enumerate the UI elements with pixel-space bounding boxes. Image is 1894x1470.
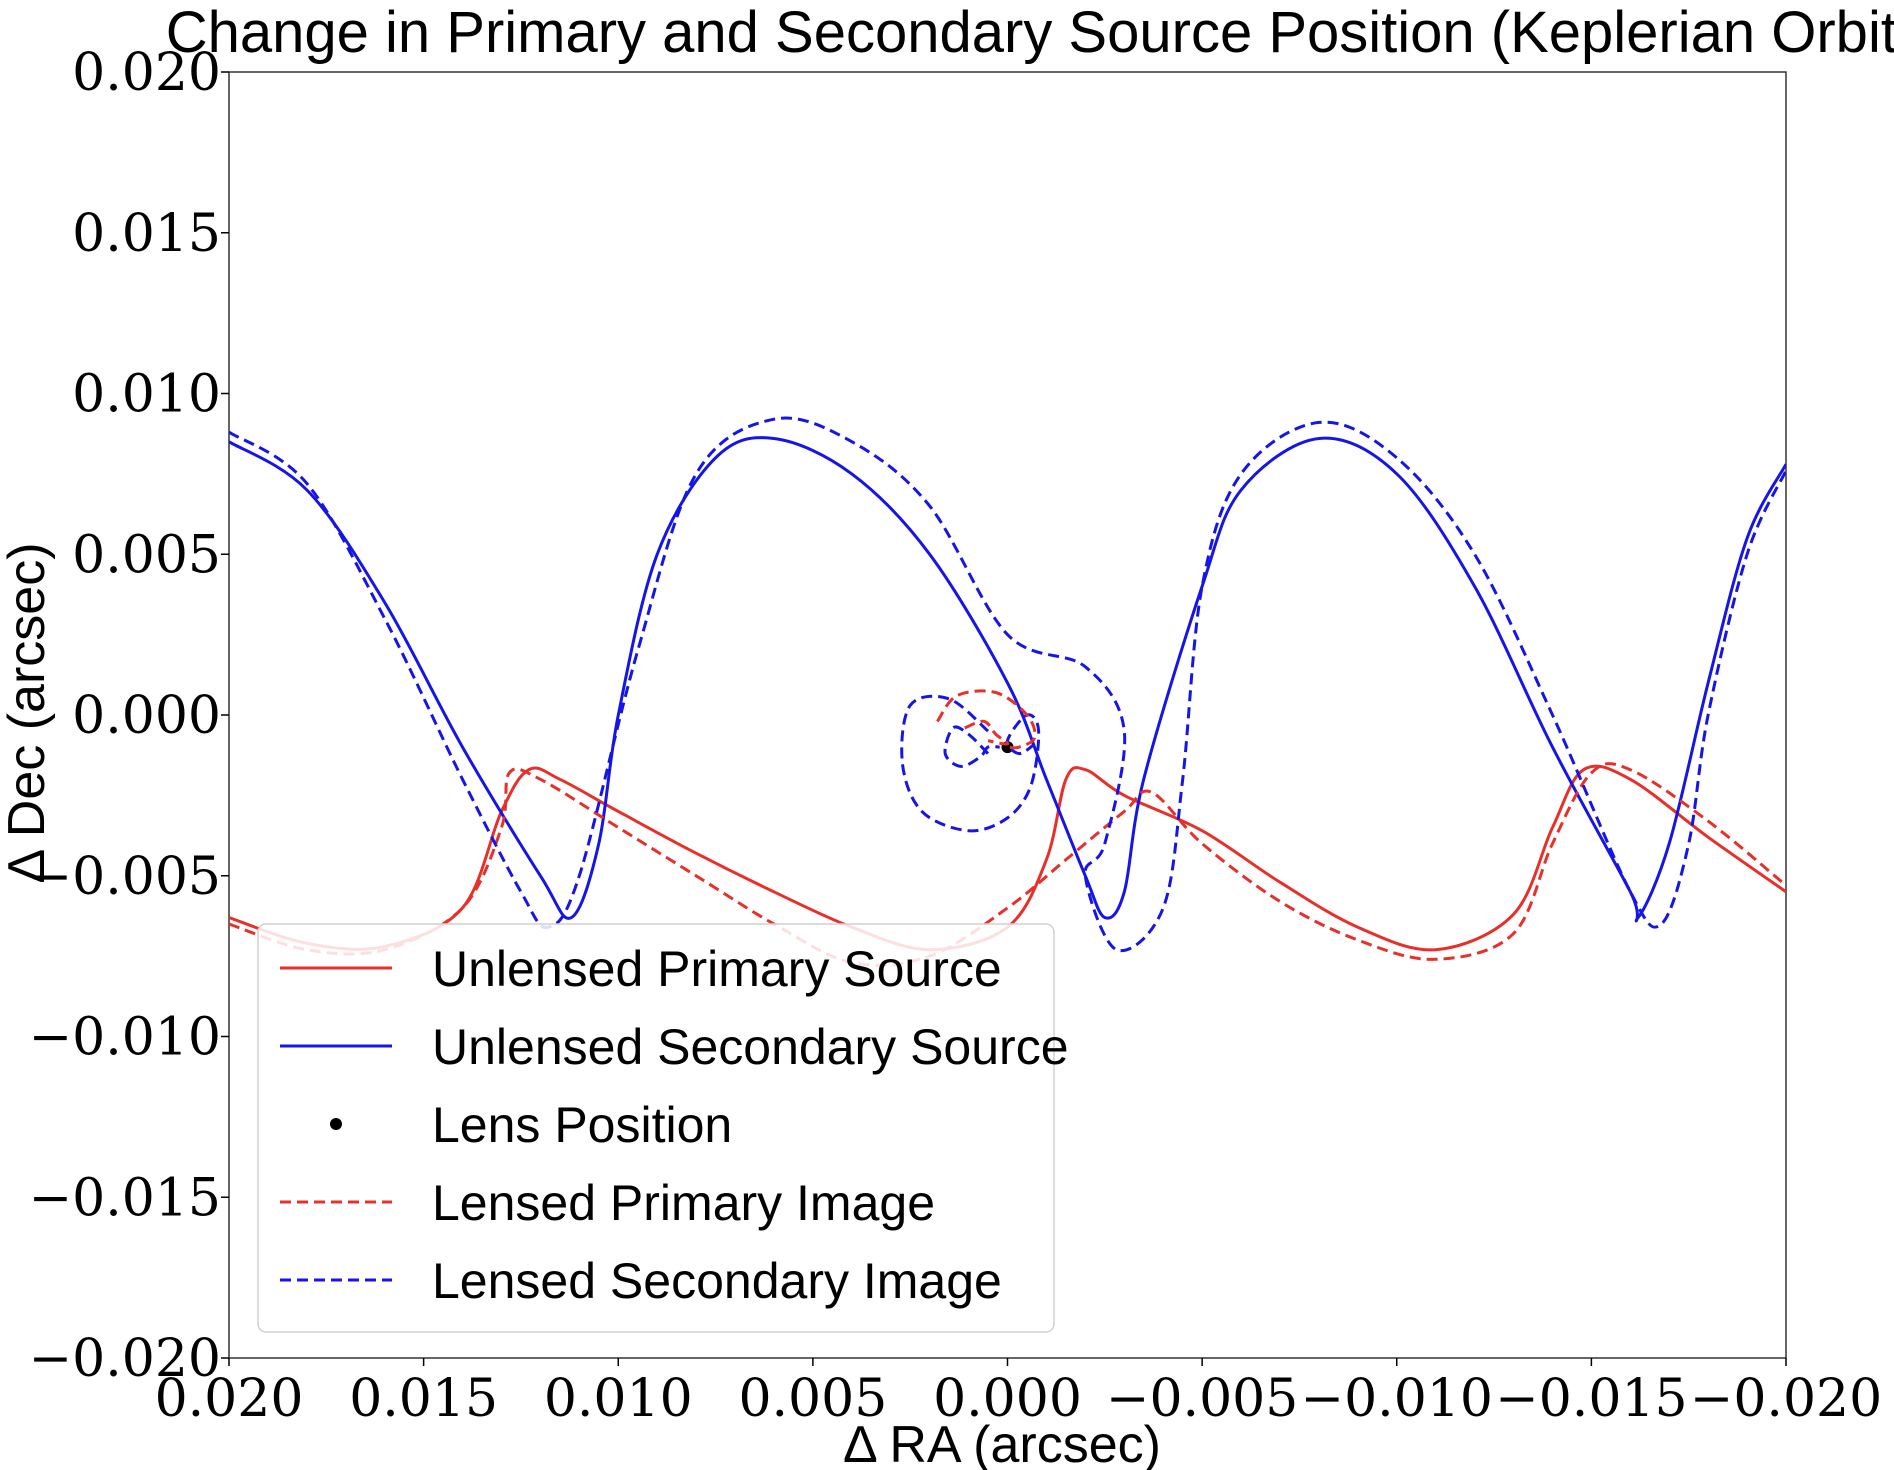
- series-line-extra-loop: [943, 725, 1000, 768]
- x-tick-label: 0.005: [738, 1369, 887, 1429]
- x-axis-label: Δ RA (arcsec): [843, 1416, 1161, 1470]
- series-group: [229, 416, 1786, 967]
- y-tick-label: −0.015: [29, 1168, 221, 1228]
- y-tick-label: −0.020: [29, 1329, 221, 1389]
- x-tick-label: −0.020: [1690, 1369, 1882, 1429]
- legend-box: [257, 923, 1055, 1333]
- plot-area: 0.020 0.015 0.010 0.005 0.000 −0.005 −0.010 −0.…: [29, 43, 1883, 1429]
- x-tick-label: −0.015: [1495, 1369, 1687, 1429]
- y-tick-label: 0.010: [72, 365, 221, 425]
- x-tick-label: −0.010: [1301, 1369, 1493, 1429]
- series-line-lensed-primary-image: [229, 762, 1786, 967]
- series-line-extra-loop: [900, 694, 1041, 833]
- chart-title: Change in Primary and Secondary Source P…: [166, 0, 1894, 65]
- y-tick-label: 0.000: [72, 686, 221, 746]
- legend: Unlensed Primary Source Unlensed Secondar…: [257, 923, 1069, 1333]
- x-tick-label: 0.015: [349, 1369, 498, 1429]
- x-tick-label: 0.000: [933, 1369, 1082, 1429]
- y-tick-label: −0.010: [29, 1008, 221, 1068]
- y-tick-label: 0.015: [72, 204, 221, 264]
- series-line-unlensed-primary-source: [229, 764, 1786, 952]
- y-tick-label: 0.005: [72, 525, 221, 585]
- y-tick-label: 0.020: [72, 43, 221, 103]
- y-axis-label: Δ Dec (arcsec): [0, 542, 56, 883]
- series-line-extra-loop: [936, 689, 1037, 750]
- legend-label-lensed-primary-image: Lensed Primary Image: [432, 1175, 935, 1231]
- legend-label-unlensed-primary-source: Unlensed Primary Source: [432, 941, 1002, 997]
- legend-label-lens-position: Lens Position: [432, 1097, 732, 1153]
- series-line-extra-loop: [964, 719, 1010, 746]
- y-tick-label: −0.005: [29, 847, 221, 907]
- x-tick-label: −0.005: [1106, 1369, 1298, 1429]
- series-line-unlensed-secondary-source: [229, 436, 1786, 923]
- x-tick-label: 0.020: [155, 1369, 304, 1429]
- legend-marker-lens-position: [330, 1118, 342, 1130]
- legend-label-lensed-secondary-image: Lensed Secondary Image: [432, 1253, 1002, 1309]
- legend-label-unlensed-secondary-source: Unlensed Secondary Source: [432, 1019, 1069, 1075]
- x-tick-label: 0.010: [544, 1369, 693, 1429]
